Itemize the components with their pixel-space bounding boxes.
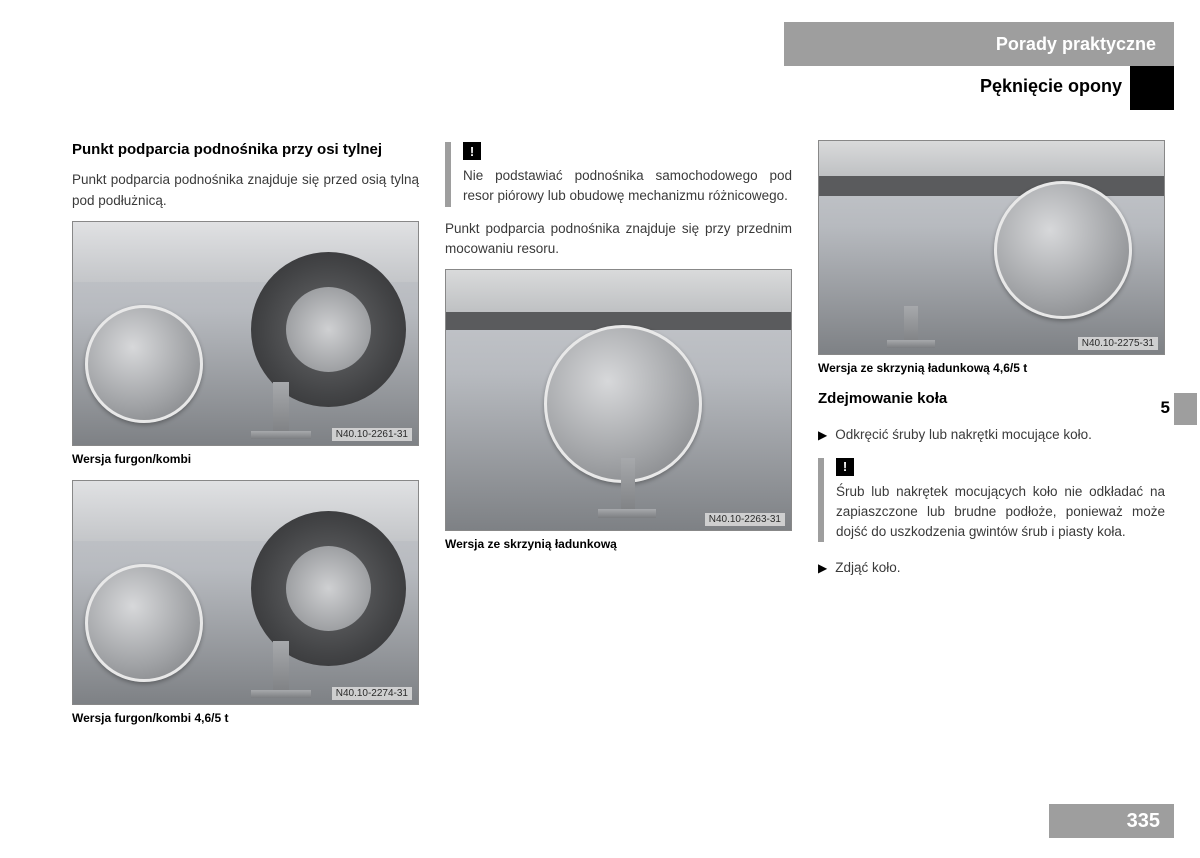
fig1-ref: N40.10-2261-31 bbox=[332, 428, 412, 441]
figure-skrzynia-5t: N40.10-2275-31 bbox=[818, 140, 1165, 355]
column-3: N40.10-2275-31 Wersja ze skrzynią ładunk… bbox=[818, 140, 1165, 739]
header-section-bar: Porady praktyczne bbox=[784, 22, 1174, 66]
col3-fig-ref: N40.10-2275-31 bbox=[1078, 337, 1158, 350]
step-1: ▶ Odkręcić śruby lub nakrętki mocujące k… bbox=[818, 425, 1165, 445]
figure-furgon-kombi-5t: N40.10-2274-31 bbox=[72, 480, 419, 705]
column-1: Punkt podparcia podnośnika przy osi tyln… bbox=[72, 140, 419, 739]
warning-icon: ! bbox=[463, 142, 481, 160]
step2-text: Zdjąć koło. bbox=[835, 558, 1165, 578]
warning-text-1: Nie podstawiać podnośnika samochodowego … bbox=[463, 142, 792, 207]
warning-note-2: ! Śrub lub nakrętek mocujących koło nie … bbox=[818, 458, 1165, 543]
figure-skrzynia-ladunkowa: N40.10-2263-31 bbox=[445, 269, 792, 531]
col3-fig-caption: Wersja ze skrzynią ładunkową 4,6/5 t bbox=[818, 361, 1165, 375]
col1-heading: Punkt podparcia podnośnika przy osi tyln… bbox=[72, 140, 419, 160]
side-chapter-tab bbox=[1174, 393, 1197, 425]
fig2-caption: Wersja furgon/kombi 4,6/5 t bbox=[72, 711, 419, 725]
header-section-text: Porady praktyczne bbox=[996, 34, 1156, 55]
col2-fig-ref: N40.10-2263-31 bbox=[705, 513, 785, 526]
page-number: 335 bbox=[1127, 810, 1160, 833]
col2-body: Punkt podparcia podnośnika znajduje się … bbox=[445, 219, 792, 260]
subsection-title: Pęknięcie opony bbox=[980, 76, 1122, 97]
column-2: ! Nie podstawiać podnośnika samochodoweg… bbox=[445, 140, 792, 739]
header-black-tab bbox=[1130, 66, 1174, 110]
warning-icon: ! bbox=[836, 458, 854, 476]
step-arrow-icon: ▶ bbox=[818, 558, 827, 578]
figure-furgon-kombi: N40.10-2261-31 bbox=[72, 221, 419, 446]
warning-text-2: Śrub lub nakrętek mocujących koło nie od… bbox=[836, 458, 1165, 543]
step-arrow-icon: ▶ bbox=[818, 425, 827, 445]
col1-intro: Punkt podparcia podnośnika znajduje się … bbox=[72, 170, 419, 211]
page-number-box: 335 bbox=[1049, 804, 1174, 838]
fig2-ref: N40.10-2274-31 bbox=[332, 687, 412, 700]
fig1-caption: Wersja furgon/kombi bbox=[72, 452, 419, 466]
warning-note-1: ! Nie podstawiać podnośnika samochodoweg… bbox=[445, 142, 792, 207]
step-2: ▶ Zdjąć koło. bbox=[818, 558, 1165, 578]
col2-fig-caption: Wersja ze skrzynią ładunkową bbox=[445, 537, 792, 551]
main-content: Punkt podparcia podnośnika przy osi tyln… bbox=[72, 140, 1172, 739]
col3-heading: Zdejmowanie koła bbox=[818, 389, 1165, 409]
step1-text: Odkręcić śruby lub nakrętki mocujące koł… bbox=[835, 425, 1165, 445]
